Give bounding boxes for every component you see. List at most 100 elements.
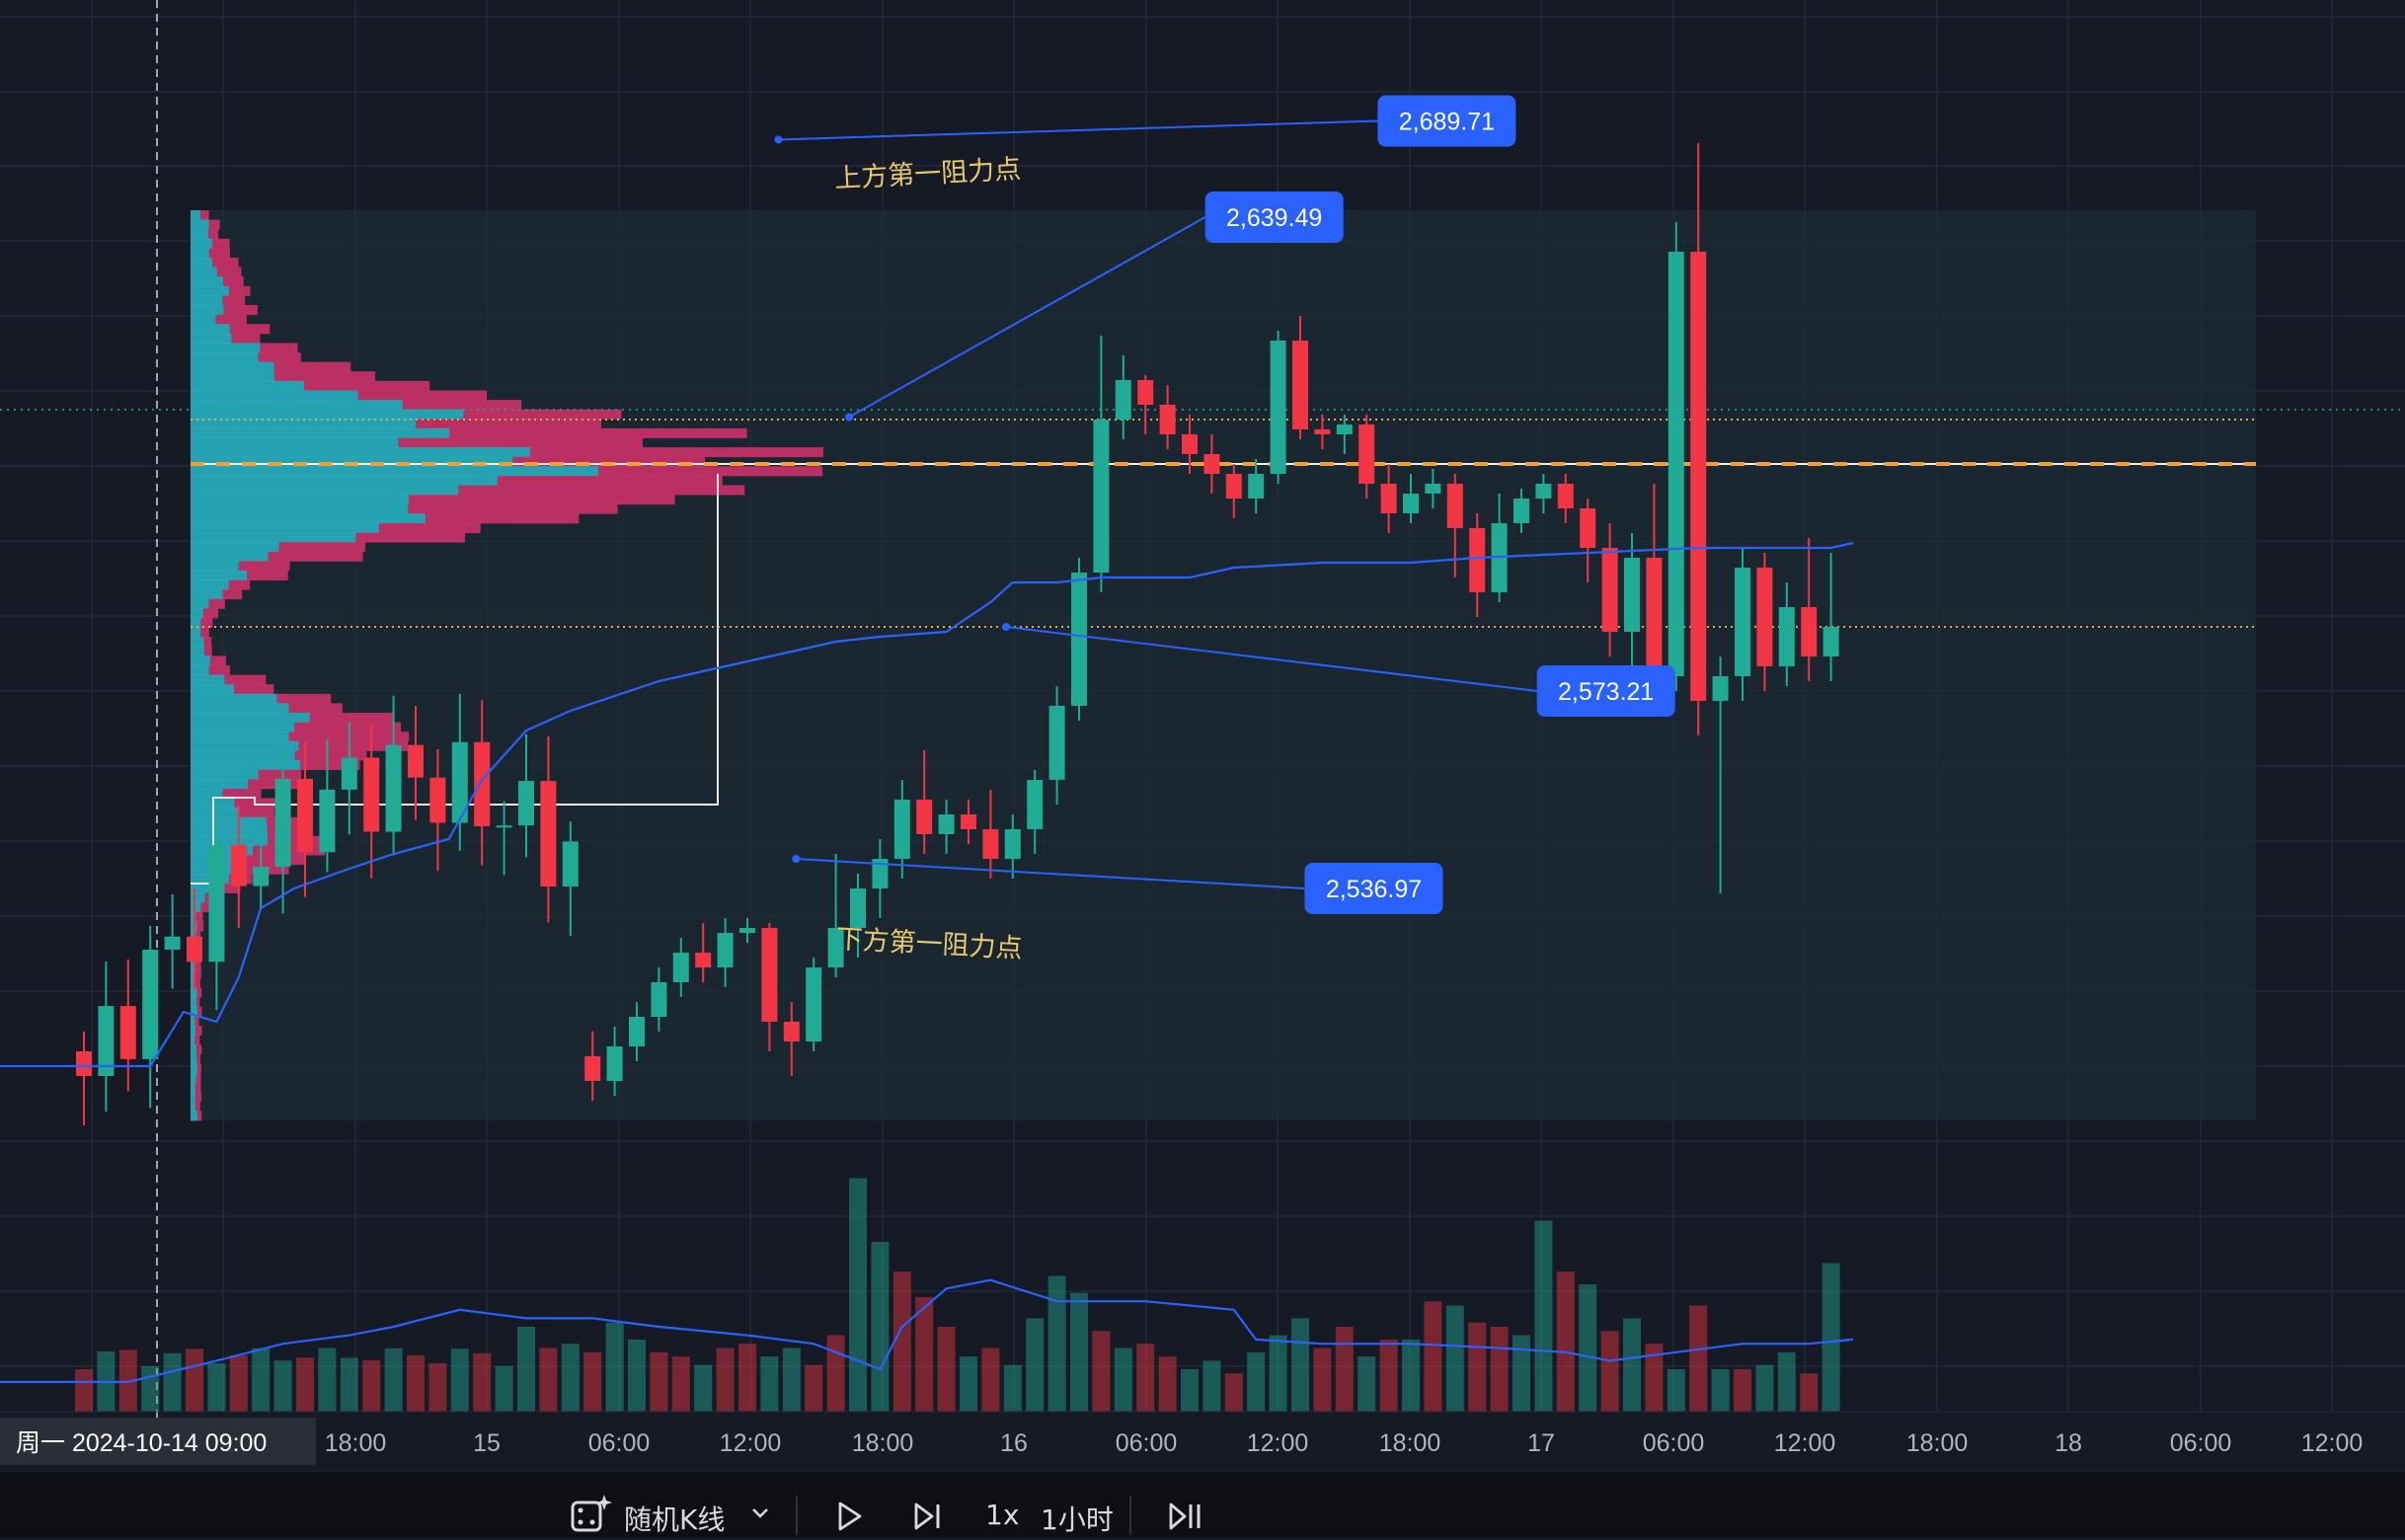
callout-value: 2,573.21 bbox=[1558, 678, 1654, 706]
profile-bar-down bbox=[398, 437, 644, 448]
profile-bar-down bbox=[222, 589, 243, 600]
candle-body bbox=[606, 1046, 623, 1081]
profile-bar-down bbox=[497, 475, 723, 486]
profile-bar-down bbox=[409, 495, 675, 505]
range-box bbox=[191, 210, 2256, 1120]
candle-body bbox=[562, 841, 579, 887]
profile-bar-down bbox=[195, 911, 203, 922]
profile-bar-up bbox=[191, 1016, 195, 1027]
volume-bar bbox=[892, 1271, 911, 1412]
profile-bar-up bbox=[191, 1072, 196, 1083]
profile-bar-up bbox=[191, 542, 279, 553]
profile-bar-down bbox=[309, 713, 393, 724]
profile-bar-up bbox=[191, 295, 223, 306]
time-axis-label: 18:00 bbox=[1379, 1429, 1441, 1457]
random-kline-icon[interactable] bbox=[569, 1493, 616, 1536]
profile-bar-down bbox=[215, 314, 247, 325]
candle-body bbox=[1358, 424, 1375, 484]
play-icon[interactable] bbox=[831, 1499, 867, 1534]
candle-body bbox=[961, 814, 976, 829]
random-kline-label[interactable]: 随机K线 bbox=[624, 1503, 726, 1536]
profile-bar-down bbox=[231, 333, 261, 344]
profile-bar-up bbox=[191, 655, 211, 666]
time-axis-label: 06:00 bbox=[1116, 1429, 1178, 1457]
candle-body bbox=[1513, 499, 1529, 523]
volume-ma-line bbox=[0, 1278, 1854, 1384]
candle-body bbox=[319, 789, 336, 853]
profile-bar-down bbox=[196, 1063, 201, 1074]
profile-bar-down bbox=[208, 665, 230, 676]
candle-body bbox=[1270, 341, 1286, 474]
volume-bar bbox=[407, 1355, 425, 1412]
candle-body bbox=[496, 825, 512, 828]
candle-body bbox=[1712, 676, 1729, 701]
speed-selector[interactable]: 1x bbox=[985, 1499, 1020, 1531]
profile-bar-down bbox=[197, 1111, 202, 1121]
candle-body bbox=[230, 845, 247, 886]
profile-bar-up bbox=[191, 495, 410, 505]
volume-bar bbox=[826, 1335, 845, 1412]
candle-body bbox=[1380, 484, 1397, 513]
candle-body bbox=[98, 1006, 115, 1076]
volume-bar bbox=[1379, 1339, 1398, 1412]
profile-bar-up bbox=[191, 1035, 195, 1045]
volume-bar bbox=[782, 1348, 801, 1412]
profile-bar-up bbox=[191, 997, 197, 1008]
profile-bar-up bbox=[191, 314, 216, 325]
volume-bar bbox=[384, 1348, 403, 1412]
time-axis-label: 16 bbox=[1000, 1429, 1028, 1457]
profile-bar-up bbox=[191, 333, 232, 344]
interval-selector[interactable]: 1小时 bbox=[1041, 1503, 1114, 1536]
candle-body bbox=[695, 953, 712, 967]
candle-body bbox=[672, 953, 689, 982]
volume-bar bbox=[628, 1339, 646, 1412]
candle-body bbox=[783, 1022, 800, 1041]
profile-bar-up bbox=[191, 258, 213, 269]
profile-bar-down bbox=[196, 930, 201, 941]
profile-bar-up bbox=[191, 561, 239, 572]
jump-to-realtime-icon[interactable] bbox=[1167, 1499, 1206, 1534]
candle-body bbox=[916, 800, 933, 834]
profile-bar-up bbox=[191, 238, 213, 249]
profile-bar-up bbox=[191, 608, 203, 619]
profile-bar-down bbox=[208, 229, 219, 240]
volume-bar bbox=[75, 1369, 93, 1412]
profile-bar-up bbox=[191, 285, 230, 296]
volume-bar bbox=[694, 1364, 713, 1412]
candle-body bbox=[474, 741, 491, 826]
profile-bar-up bbox=[191, 589, 223, 600]
profile-bar-down bbox=[243, 855, 305, 866]
profile-bar-up bbox=[191, 1101, 196, 1112]
callout-anchor bbox=[774, 135, 783, 144]
time-axis-label: 18:00 bbox=[1906, 1429, 1969, 1457]
profile-bar-up bbox=[191, 361, 274, 372]
volume-bar bbox=[1579, 1284, 1597, 1412]
profile-bar-up bbox=[191, 503, 409, 514]
step-forward-icon[interactable] bbox=[910, 1499, 946, 1534]
candle-body bbox=[1469, 528, 1486, 592]
volume-bar bbox=[296, 1357, 314, 1412]
profile-bar-down bbox=[195, 1101, 200, 1112]
time-axis-label: 06:00 bbox=[588, 1429, 651, 1457]
callout-value: 2,639.49 bbox=[1226, 204, 1322, 232]
candle-body bbox=[363, 757, 380, 832]
candlestick-chart[interactable]: 上方第一阻力点下方第一阻力点2,689.712,639.492,573.212,… bbox=[0, 0, 2405, 1471]
candle-body bbox=[1690, 252, 1707, 701]
profile-bar-up bbox=[191, 732, 289, 742]
toolbar-divider bbox=[796, 1496, 798, 1535]
candle-body bbox=[1425, 484, 1441, 494]
volume-bar bbox=[671, 1356, 690, 1412]
volume-bar bbox=[1291, 1318, 1309, 1412]
profile-bar-down bbox=[195, 1092, 202, 1103]
profile-bar-down bbox=[203, 646, 212, 656]
volume-bar bbox=[1092, 1331, 1111, 1412]
profile-bar-down bbox=[223, 276, 244, 287]
chevron-down-icon[interactable] bbox=[748, 1499, 772, 1528]
volume-bar bbox=[517, 1327, 535, 1412]
candle-body bbox=[341, 757, 357, 790]
callout-badge bbox=[1204, 192, 1344, 243]
volume-bar bbox=[362, 1359, 381, 1412]
callout-line bbox=[1005, 626, 1537, 692]
callout-value: 2,689.71 bbox=[1399, 109, 1495, 136]
profile-bar-up bbox=[191, 617, 201, 628]
